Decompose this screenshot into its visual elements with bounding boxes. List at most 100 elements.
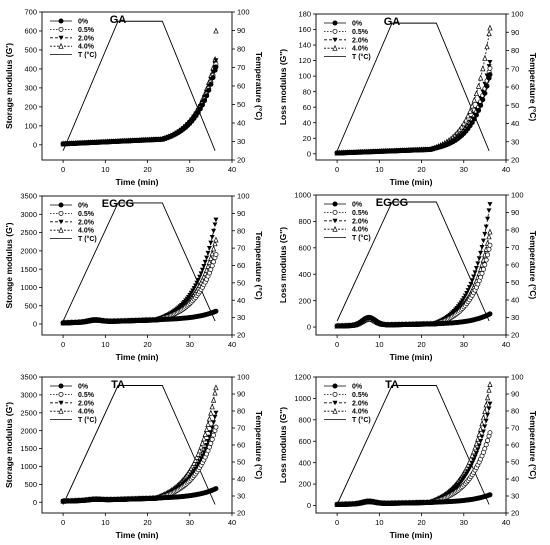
y-tick-label: 2500 <box>20 228 37 237</box>
x-tick-label: 10 <box>375 165 383 174</box>
legend-entry: 2.0% <box>50 400 95 407</box>
y-tick-label: 180 <box>298 10 311 19</box>
data-point <box>197 447 203 454</box>
x-axis-title: Time (min) <box>390 530 433 540</box>
temperature-line <box>336 201 490 322</box>
y-tick-label: 1500 <box>20 444 37 453</box>
data-point <box>468 281 474 287</box>
y-tick-label: 400 <box>24 65 37 74</box>
y2-tick-label: 70 <box>511 424 519 433</box>
y2-axis-title: Temperature (°C) <box>528 411 538 480</box>
data-point <box>211 259 217 265</box>
x-tick-label: 40 <box>228 518 236 527</box>
data-point <box>486 30 492 37</box>
y2-axis-title: Temperature (°C) <box>528 53 538 122</box>
legend-marker <box>332 37 338 43</box>
y2-tick-label: 60 <box>237 82 245 91</box>
y-tick-label: 600 <box>298 243 311 252</box>
end-point <box>213 308 219 314</box>
data-point <box>212 389 218 396</box>
end-point <box>487 202 493 207</box>
x-tick-label: 30 <box>186 165 194 174</box>
x-tick-label: 10 <box>101 165 109 174</box>
legend-entry: T (°C) <box>50 416 97 424</box>
data-point <box>199 102 205 108</box>
end-point <box>213 424 219 430</box>
y2-tick-label: 70 <box>237 63 245 72</box>
legend-marker <box>332 391 338 397</box>
data-point <box>208 440 214 446</box>
data-point <box>208 81 214 87</box>
data-point <box>479 270 485 276</box>
series-line <box>337 72 490 154</box>
legend-label: 0.5% <box>78 392 95 399</box>
y2-tick-label: 80 <box>511 407 519 416</box>
y-tick-label: 160 <box>298 25 311 34</box>
chart-panel-4: 0 10 20 30 400200400600800100020304050607080… <box>278 191 538 362</box>
y2-tick-label: 100 <box>511 373 524 382</box>
x-axis-title: Time (min) <box>116 177 159 187</box>
y2-tick-label: 50 <box>511 458 519 467</box>
legend-label: 2.0% <box>352 400 369 407</box>
y2-tick-label: 50 <box>511 278 519 287</box>
x-axis-title: Time (min) <box>116 530 159 540</box>
y-tick-label: 0 <box>33 140 37 149</box>
data-point <box>478 74 484 81</box>
y-tick-label: 300 <box>24 83 37 92</box>
data-point <box>480 65 486 72</box>
data-point <box>485 252 491 258</box>
legend-marker <box>58 383 64 389</box>
data-point <box>482 446 488 452</box>
y2-tick-label: 70 <box>511 243 519 252</box>
y2-tick-label: 20 <box>237 509 245 518</box>
legend-marker <box>58 202 64 208</box>
data-point <box>206 259 213 265</box>
end-point <box>213 27 219 34</box>
y-tick-label: 500 <box>24 480 37 489</box>
data-point <box>209 436 215 442</box>
series-line <box>63 416 216 502</box>
data-point <box>485 216 491 222</box>
data-point <box>485 438 491 443</box>
legend-label: 0.5% <box>352 210 369 217</box>
legend-label: 2.0% <box>352 37 369 44</box>
data-point <box>203 426 210 433</box>
legend-label: 2.0% <box>78 400 95 407</box>
y-tick-label: 700 <box>24 8 37 17</box>
legend-marker <box>332 218 338 224</box>
series-line <box>63 70 216 145</box>
legend-label: 4.0% <box>78 228 95 235</box>
legend-entry: 4.0% <box>324 407 369 416</box>
legend-marker <box>332 225 338 232</box>
y2-tick-label: 100 <box>237 192 250 201</box>
chart-panel-3: 0 10 20 30 40 0 500 1000 1500 2000 2500 3000 3500 20 3… <box>4 192 264 362</box>
legend-entry: 4.0% <box>324 225 369 234</box>
data-point <box>195 450 201 457</box>
x-tick-label: 0 <box>61 165 65 174</box>
series-line <box>337 77 490 154</box>
y-tick-label: 20 <box>303 134 311 143</box>
data-point <box>202 98 208 104</box>
y-tick-label: 120 <box>298 56 311 65</box>
legend-entry: 2.0% <box>324 218 369 225</box>
series-line <box>63 243 216 324</box>
data-point <box>199 439 206 446</box>
data-point <box>482 262 488 268</box>
legend-marker <box>58 391 64 397</box>
y2-tick-label: 100 <box>237 373 250 382</box>
panel-title: GA <box>384 16 401 28</box>
legend-entry: 0% <box>324 383 363 391</box>
legend-label: 0.5% <box>352 29 369 36</box>
legend-entry: 0% <box>50 202 89 210</box>
data-point <box>480 238 486 244</box>
y2-tick-label: 100 <box>237 8 250 17</box>
data-point <box>202 431 208 437</box>
panel-title: TA <box>385 379 399 391</box>
y-tick-label: 2500 <box>20 408 37 417</box>
legend-label: 4.0% <box>78 44 95 51</box>
legend-marker <box>58 18 64 24</box>
data-point <box>473 266 479 271</box>
legend-marker <box>58 35 64 41</box>
x-tick-label: 0 <box>335 165 339 174</box>
data-point <box>197 106 203 112</box>
